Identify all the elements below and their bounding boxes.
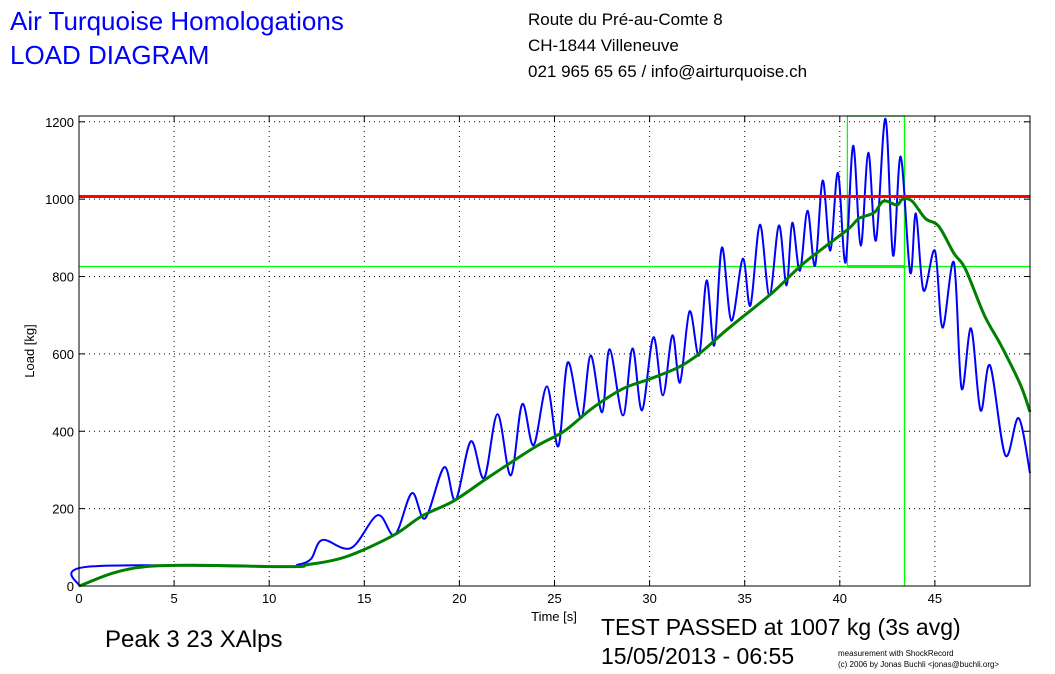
raw-load-series xyxy=(70,117,1031,587)
credit-line-2: (c) 2006 by Jonas Buchli <jonas@buchli.o… xyxy=(838,660,1000,669)
contact-line: 021 965 65 65 / info@airturquoise.ch xyxy=(528,62,808,81)
x-tick-label: 15 xyxy=(357,591,371,606)
y-tick-label: 0 xyxy=(67,579,74,594)
y-tick-label: 1000 xyxy=(45,192,74,207)
address-line-2: CH-1844 Villeneuve xyxy=(528,36,679,55)
y-axis-label: Load [kg] xyxy=(22,324,37,378)
x-axis-label: Time [s] xyxy=(531,609,577,624)
diagram-title: LOAD DIAGRAM xyxy=(10,40,210,70)
x-tick-label: 20 xyxy=(452,591,466,606)
test-datetime: 15/05/2013 - 06:55 xyxy=(601,643,795,669)
plot-frame xyxy=(78,115,1031,587)
y-tick-label: 1200 xyxy=(45,115,74,130)
test-result: TEST PASSED at 1007 kg (3s avg) xyxy=(601,614,961,640)
x-tick-label: 30 xyxy=(642,591,656,606)
test-name: Peak 3 23 XAlps xyxy=(105,626,283,653)
y-tick-label: 400 xyxy=(52,424,74,439)
y-tick-label: 200 xyxy=(52,502,74,517)
x-tick-label: 5 xyxy=(170,591,177,606)
average-load-series xyxy=(78,197,1032,588)
x-tick-label: 0 xyxy=(75,591,82,606)
x-tick-label: 40 xyxy=(833,591,847,606)
x-tick-label: 45 xyxy=(928,591,942,606)
x-tick-label: 25 xyxy=(547,591,561,606)
x-tick-label: 35 xyxy=(737,591,751,606)
credit-line-1: measurement with ShockRecord xyxy=(838,649,954,658)
address-line-1: Route du Pré-au-Comte 8 xyxy=(528,10,723,29)
y-tick-label: 800 xyxy=(52,270,74,285)
x-tick-label: 10 xyxy=(262,591,276,606)
company-title: Air Turquoise Homologations xyxy=(10,6,344,36)
y-tick-label: 600 xyxy=(52,347,74,362)
